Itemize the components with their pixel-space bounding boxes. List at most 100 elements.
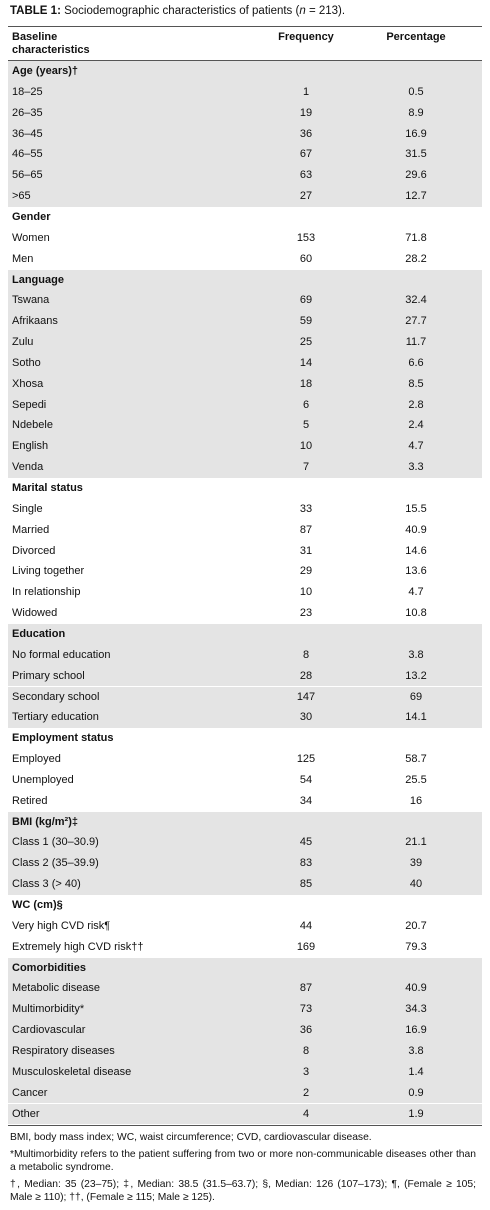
percentage: 11.7 <box>405 336 427 349</box>
frequency: 10 <box>299 586 313 599</box>
row-label: Men <box>12 252 34 265</box>
footnote: *Multimorbidity refers to the patient su… <box>10 1149 476 1174</box>
title-text: = 213). <box>305 5 346 17</box>
table-row: Respiratory diseases 8 3.8 <box>8 1040 482 1062</box>
table-row: Employed 125 58.7 <box>8 749 482 770</box>
frequency: 36 <box>299 127 313 140</box>
section-row: Employment status <box>8 728 482 749</box>
section-row: Language <box>8 269 482 291</box>
percentage: 58.7 <box>405 753 427 766</box>
rule <box>8 60 482 61</box>
frequency: 125 <box>296 753 316 766</box>
table-row: Retired 34 16 <box>8 791 482 812</box>
row-label: Afrikaans <box>12 315 58 328</box>
column-header: Frequency <box>278 31 334 43</box>
rule <box>8 1125 482 1127</box>
table-row: Tswana 69 32.4 <box>8 290 482 312</box>
percentage: 21.1 <box>405 836 427 849</box>
percentage: 40.9 <box>405 982 427 995</box>
table-row: Secondary school 147 69 <box>8 686 482 708</box>
footnote: †, Median: 35 (23–75); ‡, Median: 38.5 (… <box>10 1179 476 1204</box>
table-row: >65 27 12.7 <box>8 186 482 207</box>
frequency: 18 <box>299 377 313 390</box>
table-row: Class 1 (30–30.9) 45 21.1 <box>8 832 482 854</box>
frequency: 85 <box>299 878 313 891</box>
table-row: Class 3 (> 40) 85 40 <box>8 874 482 895</box>
row-label: Class 1 (30–30.9) <box>12 836 99 849</box>
column-header: Percentage <box>386 31 446 43</box>
section-title: Language <box>12 273 64 286</box>
percentage: 31.5 <box>405 148 427 161</box>
row-label: Cardiovascular <box>12 1024 86 1037</box>
section-row: Education <box>8 623 482 645</box>
percentage: 32.4 <box>405 294 427 307</box>
table-row: Cancer 2 0.9 <box>8 1082 482 1104</box>
row-label: Other <box>12 1107 40 1120</box>
frequency: 63 <box>299 169 313 182</box>
row-label: Sepedi <box>12 398 47 411</box>
row-label: Living together <box>12 565 85 578</box>
row-label: Very high CVD risk¶ <box>12 919 111 932</box>
frequency: 87 <box>299 523 313 536</box>
section-row: Comorbidities <box>8 957 482 979</box>
frequency: 44 <box>299 919 313 932</box>
row-label: 18–25 <box>12 85 43 98</box>
row-label: Married <box>12 523 50 536</box>
table-row: Extremely high CVD risk†† 169 79.3 <box>8 937 482 958</box>
row-label: Class 2 (35–39.9) <box>12 857 99 870</box>
row-label: Women <box>12 231 50 244</box>
table-row: Other 4 1.9 <box>8 1103 482 1125</box>
table-row: Married 87 40.9 <box>8 520 482 541</box>
table-row: No formal education 8 3.8 <box>8 644 482 666</box>
row-label: Tertiary education <box>12 711 99 724</box>
row-label: In relationship <box>12 586 81 599</box>
percentage: 27.7 <box>405 315 427 328</box>
table-row: 18–25 1 0.5 <box>8 81 482 103</box>
row-label: No formal education <box>12 648 111 661</box>
row-label: Retired <box>12 794 48 807</box>
percentage: 71.8 <box>405 231 427 244</box>
percentage: 14.6 <box>405 544 427 557</box>
frequency: 1 <box>302 85 310 98</box>
table-row: Divorced 31 14.6 <box>8 541 482 562</box>
section-row: WC (cm)§ <box>8 895 482 916</box>
row-label: Widowed <box>12 607 58 620</box>
section-row: Marital status <box>8 478 482 499</box>
table-row: Musculoskeletal disease 3 1.4 <box>8 1061 482 1083</box>
table-row: Class 2 (35–39.9) 83 39 <box>8 853 482 875</box>
table-label: TABLE 1: <box>10 5 61 17</box>
percentage: 12.7 <box>405 190 427 203</box>
section-row: Gender <box>8 207 482 228</box>
row-label: Tswana <box>12 294 50 307</box>
percentage: 1.9 <box>408 1107 424 1120</box>
section-title: Age (years)† <box>12 65 79 77</box>
table-row: Tertiary education 30 14.1 <box>8 707 482 729</box>
table-row: 46–55 67 31.5 <box>8 144 482 166</box>
percentage: 25.5 <box>405 773 427 786</box>
table-row: Women 153 71.8 <box>8 228 482 249</box>
column-header: Baseline characteristics <box>12 31 90 56</box>
percentage: 8.9 <box>408 106 424 119</box>
frequency: 6 <box>302 398 310 411</box>
frequency: 36 <box>299 1024 313 1037</box>
percentage: 8.5 <box>408 377 424 390</box>
table-row: Men 60 28.2 <box>8 249 482 270</box>
table-row: 36–45 36 16.9 <box>8 123 482 145</box>
row-label: Primary school <box>12 669 85 682</box>
title-text: Sociodemographic characteristics of pati… <box>64 5 300 17</box>
percentage: 20.7 <box>405 919 427 932</box>
frequency: 73 <box>299 1003 313 1016</box>
section-title: Marital status <box>12 482 83 494</box>
frequency: 19 <box>299 106 313 119</box>
table-row: Sepedi 6 2.8 <box>8 394 482 416</box>
footnote: BMI, body mass index; WC, waist circumfe… <box>10 1132 372 1144</box>
frequency: 2 <box>302 1086 310 1099</box>
percentage: 15.5 <box>405 502 427 515</box>
frequency: 87 <box>299 982 313 995</box>
row-label: Unemployed <box>12 773 74 786</box>
table-row: Zulu 25 11.7 <box>8 332 482 353</box>
table-row: Venda 7 3.3 <box>8 457 482 478</box>
frequency: 7 <box>302 461 310 474</box>
percentage: 3.8 <box>408 1044 424 1057</box>
frequency: 169 <box>296 940 316 953</box>
